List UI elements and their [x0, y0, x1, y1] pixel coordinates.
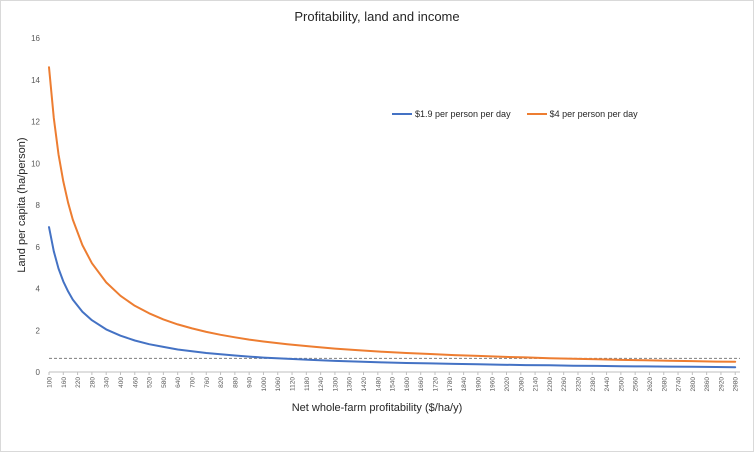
x-tick-label-0: 100: [47, 377, 54, 388]
x-tick-label-18: 1180: [304, 377, 311, 391]
x-tick-label-26: 1660: [418, 377, 425, 392]
x-tick-label-11: 760: [204, 377, 211, 388]
x-tick-label-28: 1780: [447, 377, 454, 392]
x-tick-label-40: 2500: [618, 377, 625, 392]
x-axis-ticks: 100 160 220 280 340 400 460 520 580 640 700 760 820 8…: [47, 372, 740, 391]
legend-swatch-series-2: [526, 113, 547, 115]
x-tick-label-19: 1240: [318, 377, 325, 392]
x-tick-label-2: 220: [75, 377, 82, 388]
x-tick-label-6: 460: [132, 377, 139, 388]
x-tick-label-12: 820: [218, 377, 225, 388]
x-tick-label-48: 2980: [733, 377, 740, 392]
x-tick-label-24: 1540: [390, 377, 397, 392]
x-tick-label-14: 940: [247, 377, 254, 388]
x-tick-label-36: 2260: [561, 377, 568, 392]
x-tick-label-20: 1300: [332, 377, 339, 392]
y-tick-label-6: 12: [31, 118, 40, 127]
x-tick-label-35: 2200: [547, 377, 554, 392]
x-tick-label-30: 1900: [475, 377, 482, 392]
y-tick-label-4: 8: [36, 201, 41, 210]
x-tick-label-15: 1000: [261, 377, 268, 392]
x-tick-label-1: 160: [61, 377, 68, 388]
legend-label-series-1: $1.9 per person per day: [415, 109, 511, 119]
legend-label-series-2: $4 per person per day: [549, 109, 638, 119]
series-line-2: [48, 66, 737, 363]
x-tick-label-16: 1060: [275, 377, 282, 392]
y-tick-label-0: 0: [36, 368, 41, 377]
x-tick-label-9: 640: [175, 377, 182, 388]
x-tick-label-21: 1360: [347, 377, 354, 392]
x-tick-label-29: 1840: [461, 377, 468, 392]
x-axis-label: Net whole-farm profitability ($/ha/y): [291, 402, 463, 414]
x-tick-label-5: 400: [118, 377, 125, 388]
x-tick-label-43: 2680: [661, 377, 668, 392]
x-tick-label-32: 2020: [504, 377, 511, 392]
x-tick-label-23: 1480: [375, 377, 382, 392]
x-tick-label-17: 1120: [290, 377, 297, 391]
x-tick-label-45: 2800: [690, 377, 697, 392]
x-tick-label-31: 1960: [490, 377, 497, 392]
y-axis-label: Land per capita (ha/person): [16, 137, 28, 273]
legend-entry-series-2: $4 per person per day: [526, 109, 638, 119]
x-tick-label-47: 2920: [718, 377, 725, 392]
x-tick-label-33: 2080: [518, 377, 525, 392]
y-tick-label-8: 16: [31, 34, 40, 43]
legend: $1.9 per person per day $4 per person pe…: [392, 109, 638, 119]
x-tick-label-25: 1600: [404, 377, 411, 392]
x-tick-label-27: 1720: [433, 377, 440, 392]
y-tick-label-3: 6: [36, 243, 41, 252]
y-axis-ticks: 0 2 4 6 8 10 12 14 16: [31, 34, 40, 377]
x-tick-label-41: 2560: [633, 377, 640, 392]
series-lines: [48, 66, 737, 369]
x-tick-label-3: 280: [89, 377, 96, 388]
y-tick-label-1: 2: [36, 326, 41, 335]
x-tick-label-37: 2320: [575, 377, 582, 392]
x-tick-label-44: 2740: [676, 377, 683, 392]
x-tick-label-10: 700: [189, 377, 196, 388]
x-tick-label-8: 580: [161, 377, 168, 388]
x-tick-label-4: 340: [104, 377, 111, 388]
x-tick-label-42: 2620: [647, 377, 654, 392]
x-tick-label-7: 520: [147, 377, 154, 388]
y-tick-label-7: 14: [31, 76, 40, 85]
x-tick-label-34: 2140: [533, 377, 540, 392]
series-line-1: [48, 226, 737, 369]
x-tick-label-22: 1420: [361, 377, 368, 392]
x-tick-label-39: 2440: [604, 377, 611, 392]
x-tick-label-46: 2860: [704, 377, 711, 392]
y-tick-label-2: 4: [36, 285, 41, 294]
x-tick-label-13: 880: [232, 377, 239, 388]
legend-entry-series-1: $1.9 per person per day: [392, 109, 511, 119]
chart-title: Profitability, land and income: [294, 9, 460, 24]
y-tick-label-5: 10: [31, 159, 40, 168]
x-tick-label-38: 2380: [590, 377, 597, 392]
legend-swatch-series-1: [392, 113, 412, 115]
